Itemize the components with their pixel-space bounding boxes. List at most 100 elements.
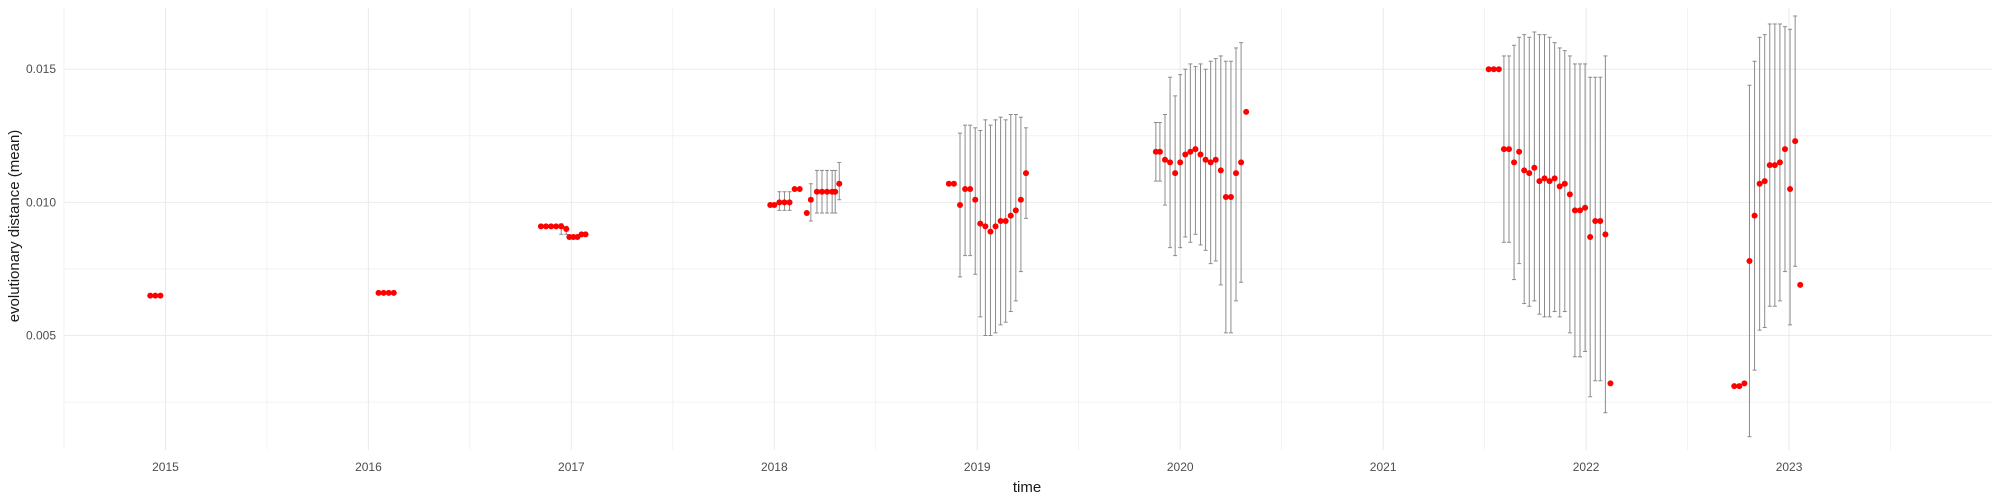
data-point bbox=[1756, 180, 1763, 187]
data-point bbox=[1771, 162, 1778, 169]
data-point bbox=[1746, 257, 1753, 264]
y-tick-labels: 0.005 0.010 0.015 bbox=[26, 62, 56, 342]
data-point bbox=[1182, 151, 1189, 158]
data-point bbox=[1582, 204, 1589, 211]
data-point bbox=[1787, 186, 1794, 193]
data-point bbox=[824, 188, 831, 195]
data-point bbox=[1736, 383, 1743, 390]
data-point bbox=[786, 199, 793, 206]
x-tick-labels: 2015 2016 2017 2018 2019 2020 2021 2022 … bbox=[152, 460, 1803, 474]
data-point bbox=[1207, 159, 1214, 166]
data-point bbox=[1238, 159, 1245, 166]
data-point bbox=[1212, 156, 1219, 163]
data-point bbox=[1177, 159, 1184, 166]
data-point bbox=[1202, 156, 1209, 163]
data-point bbox=[1485, 66, 1492, 73]
data-point bbox=[563, 226, 570, 232]
data-point bbox=[1541, 175, 1548, 182]
x-tick-label: 2022 bbox=[1573, 460, 1600, 474]
data-point bbox=[553, 223, 560, 230]
data-point bbox=[1167, 159, 1174, 166]
x-tick-label: 2020 bbox=[1167, 460, 1194, 474]
data-point bbox=[1546, 178, 1553, 185]
data-point bbox=[1792, 138, 1799, 145]
data-point bbox=[992, 223, 999, 230]
data-point bbox=[380, 289, 387, 296]
data-point bbox=[1002, 218, 1009, 225]
data-point bbox=[803, 210, 810, 217]
data-point bbox=[1007, 212, 1014, 219]
data-point bbox=[543, 223, 549, 230]
data-point bbox=[967, 186, 974, 193]
data-point bbox=[1243, 108, 1250, 115]
data-point bbox=[152, 292, 159, 299]
data-point bbox=[390, 289, 397, 296]
data-point bbox=[1571, 207, 1578, 214]
data-point bbox=[977, 220, 984, 227]
data-point bbox=[950, 180, 957, 187]
data-point bbox=[1797, 281, 1804, 288]
data-point bbox=[1500, 146, 1507, 153]
data-point bbox=[1490, 66, 1497, 73]
data-point bbox=[1561, 180, 1568, 187]
data-point bbox=[1222, 194, 1229, 201]
data-point bbox=[1536, 178, 1543, 185]
data-point bbox=[1505, 146, 1512, 153]
data-point bbox=[1187, 148, 1194, 155]
data-point bbox=[1731, 383, 1738, 390]
data-point bbox=[776, 199, 783, 206]
data-point bbox=[1592, 218, 1599, 225]
data-point bbox=[1017, 196, 1024, 203]
y-tick-label: 0.015 bbox=[26, 62, 56, 76]
data-point bbox=[147, 292, 154, 299]
data-point bbox=[1587, 233, 1594, 240]
x-tick-label: 2021 bbox=[1370, 460, 1397, 474]
data-point bbox=[548, 223, 555, 230]
data-point bbox=[1217, 167, 1224, 174]
data-point bbox=[1516, 148, 1523, 155]
data-point bbox=[582, 231, 589, 238]
data-point bbox=[1566, 191, 1573, 198]
data-point bbox=[1607, 380, 1614, 387]
data-point bbox=[385, 289, 392, 296]
data-point bbox=[375, 289, 382, 296]
x-tick-label: 2017 bbox=[558, 460, 585, 474]
data-point bbox=[997, 218, 1004, 225]
data-point bbox=[1227, 194, 1234, 201]
x-tick-label: 2018 bbox=[761, 460, 788, 474]
data-point bbox=[1156, 148, 1163, 155]
data-point bbox=[1602, 231, 1609, 238]
data-point bbox=[771, 202, 778, 209]
x-tick-label: 2015 bbox=[152, 460, 179, 474]
data-point bbox=[1556, 183, 1563, 190]
x-tick-label: 2016 bbox=[355, 460, 382, 474]
data-points bbox=[147, 66, 1804, 390]
data-point bbox=[791, 186, 798, 193]
data-point bbox=[558, 223, 565, 230]
x-tick-label: 2023 bbox=[1776, 460, 1803, 474]
data-point bbox=[1577, 207, 1584, 214]
data-point bbox=[1531, 164, 1538, 171]
data-point bbox=[962, 186, 969, 193]
data-point bbox=[813, 188, 820, 195]
data-point bbox=[1172, 170, 1179, 177]
data-point bbox=[957, 202, 964, 209]
grid-lines bbox=[63, 8, 1992, 450]
x-tick-label: 2019 bbox=[964, 460, 991, 474]
data-point bbox=[1751, 212, 1758, 219]
data-point bbox=[1761, 178, 1768, 185]
data-point bbox=[796, 186, 803, 193]
data-point bbox=[1551, 175, 1558, 182]
data-point bbox=[157, 292, 164, 299]
y-tick-label: 0.010 bbox=[26, 195, 56, 209]
data-point bbox=[1022, 170, 1029, 177]
data-point bbox=[987, 228, 994, 235]
data-point bbox=[1741, 380, 1748, 387]
data-point bbox=[781, 199, 788, 206]
data-point bbox=[1192, 146, 1199, 153]
data-point bbox=[1233, 170, 1240, 177]
data-point bbox=[1766, 162, 1773, 169]
data-point bbox=[972, 196, 979, 203]
data-point bbox=[819, 188, 826, 195]
